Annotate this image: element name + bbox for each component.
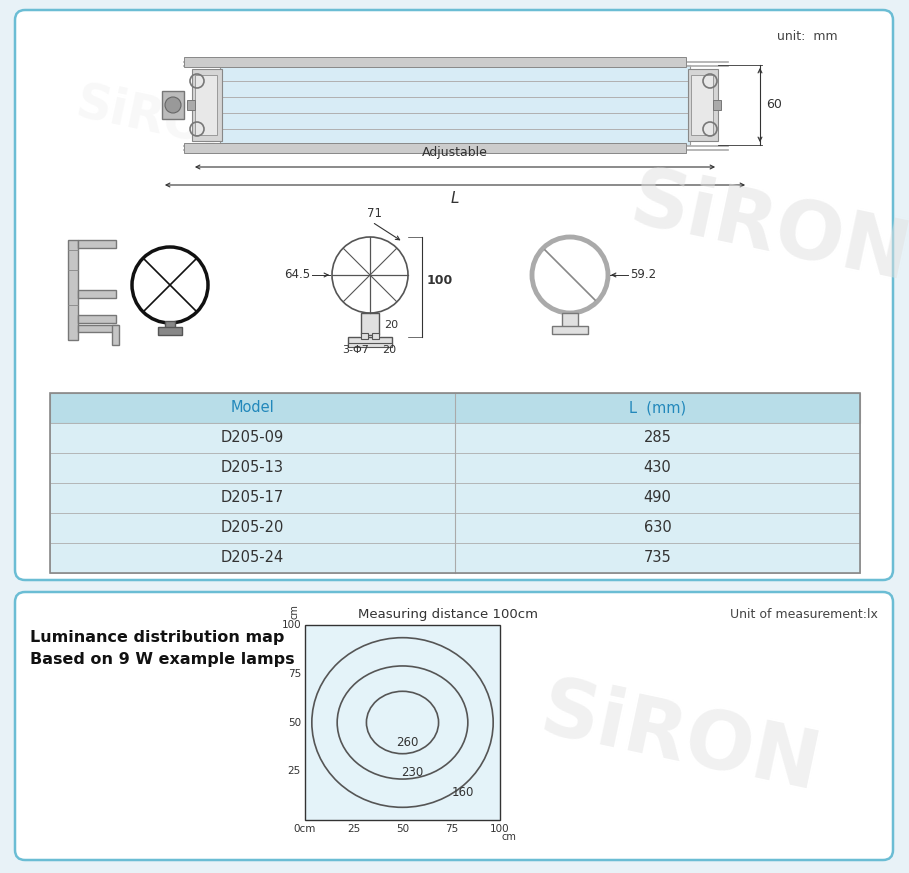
Text: 50: 50 [288, 718, 301, 727]
Text: L  (mm): L (mm) [629, 401, 686, 416]
Text: Based on 9 W example lamps: Based on 9 W example lamps [30, 652, 295, 667]
Text: 60: 60 [766, 99, 782, 112]
Text: L: L [451, 191, 459, 206]
Bar [184, 57, 686, 67]
Text: 20: 20 [384, 320, 398, 330]
Text: 50: 50 [396, 824, 409, 834]
Bar [162, 91, 184, 119]
Bar [78, 240, 116, 248]
Text: D205-20: D205-20 [221, 520, 285, 535]
Text: 285: 285 [644, 430, 672, 445]
Text: cm: cm [289, 604, 299, 619]
Text: 430: 430 [644, 460, 672, 476]
Bar [165, 321, 175, 329]
Bar [50, 393, 860, 573]
Text: 25: 25 [347, 824, 360, 834]
Text: 75: 75 [445, 824, 458, 834]
Text: SiRON: SiRON [624, 162, 909, 298]
Text: 64.5: 64.5 [284, 269, 310, 281]
Text: 230: 230 [402, 766, 424, 779]
Text: 20: 20 [382, 345, 396, 355]
Text: 3-Φ7: 3-Φ7 [342, 345, 369, 355]
Text: unit:  mm: unit: mm [777, 30, 838, 43]
Text: 160: 160 [451, 786, 474, 799]
Bar [50, 453, 860, 483]
Bar [50, 393, 860, 423]
Text: 100: 100 [282, 620, 301, 630]
Text: 100: 100 [490, 824, 510, 834]
Text: 735: 735 [644, 551, 672, 566]
Bar [50, 543, 860, 573]
Bar [305, 625, 500, 820]
Bar [112, 325, 119, 345]
Bar [158, 327, 182, 335]
Text: 490: 490 [644, 491, 672, 505]
Text: D205-24: D205-24 [221, 551, 285, 566]
Bar [50, 483, 860, 513]
Text: 630: 630 [644, 520, 672, 535]
Bar [220, 65, 690, 145]
Bar [713, 100, 721, 110]
Bar [361, 333, 368, 339]
Bar [192, 69, 222, 141]
Text: 25: 25 [288, 766, 301, 776]
Bar [68, 240, 78, 340]
Text: SiRON: SiRON [534, 672, 826, 808]
Bar [562, 313, 578, 328]
Bar [78, 325, 118, 332]
Text: Unit of measurement:lx: Unit of measurement:lx [730, 608, 878, 621]
Text: 71: 71 [367, 207, 383, 220]
Text: Adjustable: Adjustable [422, 146, 488, 159]
Text: Luminance distribution map: Luminance distribution map [30, 630, 285, 645]
Text: SiRON: SiRON [71, 79, 249, 162]
Bar [78, 315, 116, 323]
Text: D205-13: D205-13 [221, 460, 284, 476]
Bar [187, 100, 195, 110]
Text: 0cm: 0cm [294, 824, 316, 834]
Bar [184, 143, 686, 153]
Bar [348, 343, 392, 347]
Text: cm: cm [502, 832, 517, 842]
Text: D205-17: D205-17 [221, 491, 285, 505]
FancyBboxPatch shape [15, 10, 893, 580]
Bar [552, 326, 588, 334]
Circle shape [165, 97, 181, 113]
Bar [78, 290, 116, 298]
FancyBboxPatch shape [15, 592, 893, 860]
Bar [50, 423, 860, 453]
Bar [50, 513, 860, 543]
Bar [361, 313, 379, 335]
Text: Measuring distance 100cm: Measuring distance 100cm [358, 608, 538, 621]
Bar [691, 75, 713, 135]
Text: Model: Model [231, 401, 275, 416]
Text: 75: 75 [288, 669, 301, 678]
Bar [195, 75, 217, 135]
Bar [688, 69, 718, 141]
Text: 59.2: 59.2 [630, 269, 656, 281]
Bar [348, 337, 392, 345]
Text: 260: 260 [396, 736, 419, 749]
Bar [372, 333, 379, 339]
Text: D205-09: D205-09 [221, 430, 285, 445]
Text: 100: 100 [427, 273, 454, 286]
